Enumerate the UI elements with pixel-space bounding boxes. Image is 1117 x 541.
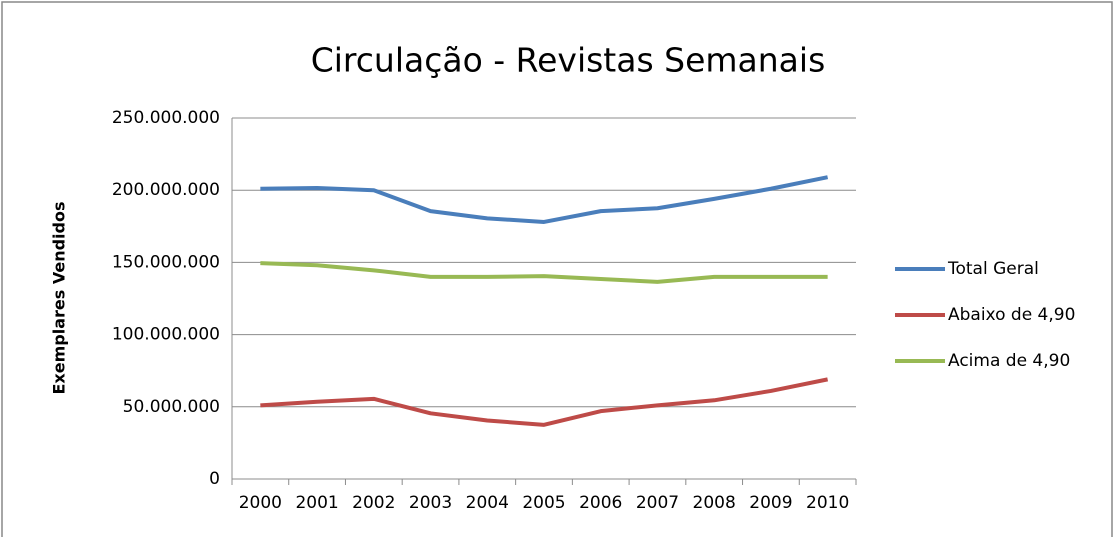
series-line bbox=[260, 261, 828, 284]
legend-label: Abaixo de 4,90 bbox=[948, 305, 1075, 325]
chart-title: Circulação - Revistas Semanais bbox=[311, 41, 826, 80]
legend-label: Total Geral bbox=[947, 259, 1039, 279]
y-tick-label: 100.000.000 bbox=[112, 325, 220, 345]
y-tick-label: 200.000.000 bbox=[112, 180, 220, 200]
series-line bbox=[260, 377, 829, 427]
x-tick-label: 2009 bbox=[749, 493, 792, 513]
x-tick-label: 2010 bbox=[806, 493, 849, 513]
x-tick-label: 2003 bbox=[409, 493, 452, 513]
x-tick-label: 2000 bbox=[239, 493, 282, 513]
x-tick-label: 2008 bbox=[693, 493, 736, 513]
y-tick-label: 50.000.000 bbox=[123, 397, 220, 417]
x-tick-label: 2007 bbox=[636, 493, 679, 513]
y-tick-label: 0 bbox=[209, 469, 220, 489]
legend-label: Acima de 4,90 bbox=[948, 351, 1070, 371]
y-axis-label: Exemplares Vendidos bbox=[50, 202, 69, 395]
x-tick-label: 2006 bbox=[579, 493, 622, 513]
x-tick-label: 2002 bbox=[352, 493, 395, 513]
x-tick-label: 2001 bbox=[295, 493, 338, 513]
y-tick-label: 150.000.000 bbox=[112, 252, 220, 272]
x-tick-label: 2005 bbox=[522, 493, 565, 513]
x-tick-label: 2004 bbox=[466, 493, 509, 513]
series-line bbox=[260, 175, 829, 224]
y-tick-label: 250.000.000 bbox=[112, 108, 220, 128]
